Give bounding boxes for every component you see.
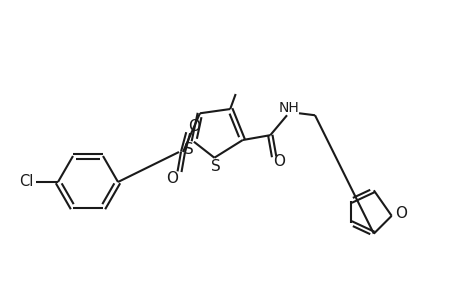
Text: O: O	[394, 206, 406, 221]
Text: O: O	[273, 154, 285, 169]
Text: S: S	[184, 142, 193, 157]
Text: S: S	[210, 159, 220, 174]
Text: O: O	[188, 119, 200, 134]
Text: Cl: Cl	[19, 175, 33, 190]
Text: O: O	[166, 171, 178, 186]
Text: NH: NH	[278, 101, 299, 115]
